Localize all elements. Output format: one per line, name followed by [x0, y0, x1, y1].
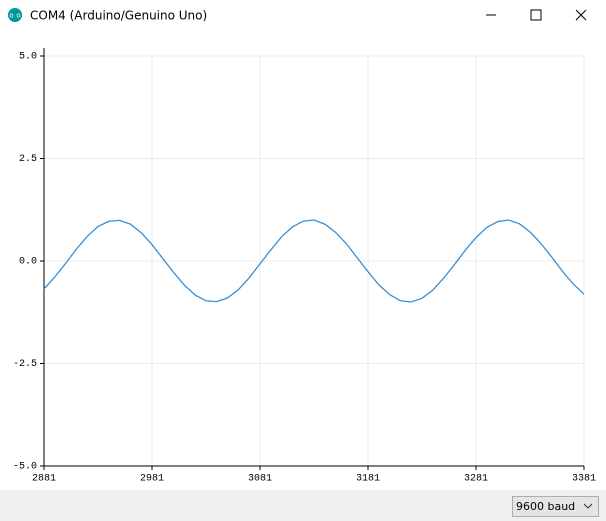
- plot: -5.0 -2.5 0.0 2.5 5.0 2881 2981 3081 3181 3281 338…: [13, 48, 596, 485]
- baud-rate: 9600 baud: [516, 500, 575, 513]
- title-bar: o o COM4 (Arduino/Genuino Uno): [8, 8, 587, 23]
- y-tick-label: -5.0: [13, 462, 37, 473]
- app-icon: [8, 8, 22, 22]
- x-tick-label: 3081: [248, 474, 272, 485]
- x-tick-label: 2881: [32, 474, 56, 485]
- maximize-button[interactable]: [530, 9, 542, 21]
- y-tick-label: 0.0: [19, 257, 37, 268]
- baud-dropdown[interactable]: [512, 496, 599, 517]
- dropdown-arrow: [583, 503, 593, 509]
- close-button[interactable]: [575, 9, 587, 21]
- y-tick-label: -2.5: [13, 359, 37, 370]
- y-tick-label: 2.5: [19, 154, 37, 165]
- status-bar: [0, 490, 606, 521]
- x-tick-label: 2981: [140, 474, 164, 485]
- app-icon-glyph: o: [9, 12, 13, 20]
- window-title: COM4 (Arduino/Genuino Uno): [30, 9, 207, 23]
- x-tick-label: 3181: [356, 474, 380, 485]
- y-tick-label: 5.0: [19, 52, 37, 63]
- x-tick-label: 3281: [464, 474, 488, 485]
- x-tick-label: 3381: [572, 474, 596, 485]
- app-icon-glyph: o: [16, 12, 20, 20]
- data-line: [43, 219, 585, 303]
